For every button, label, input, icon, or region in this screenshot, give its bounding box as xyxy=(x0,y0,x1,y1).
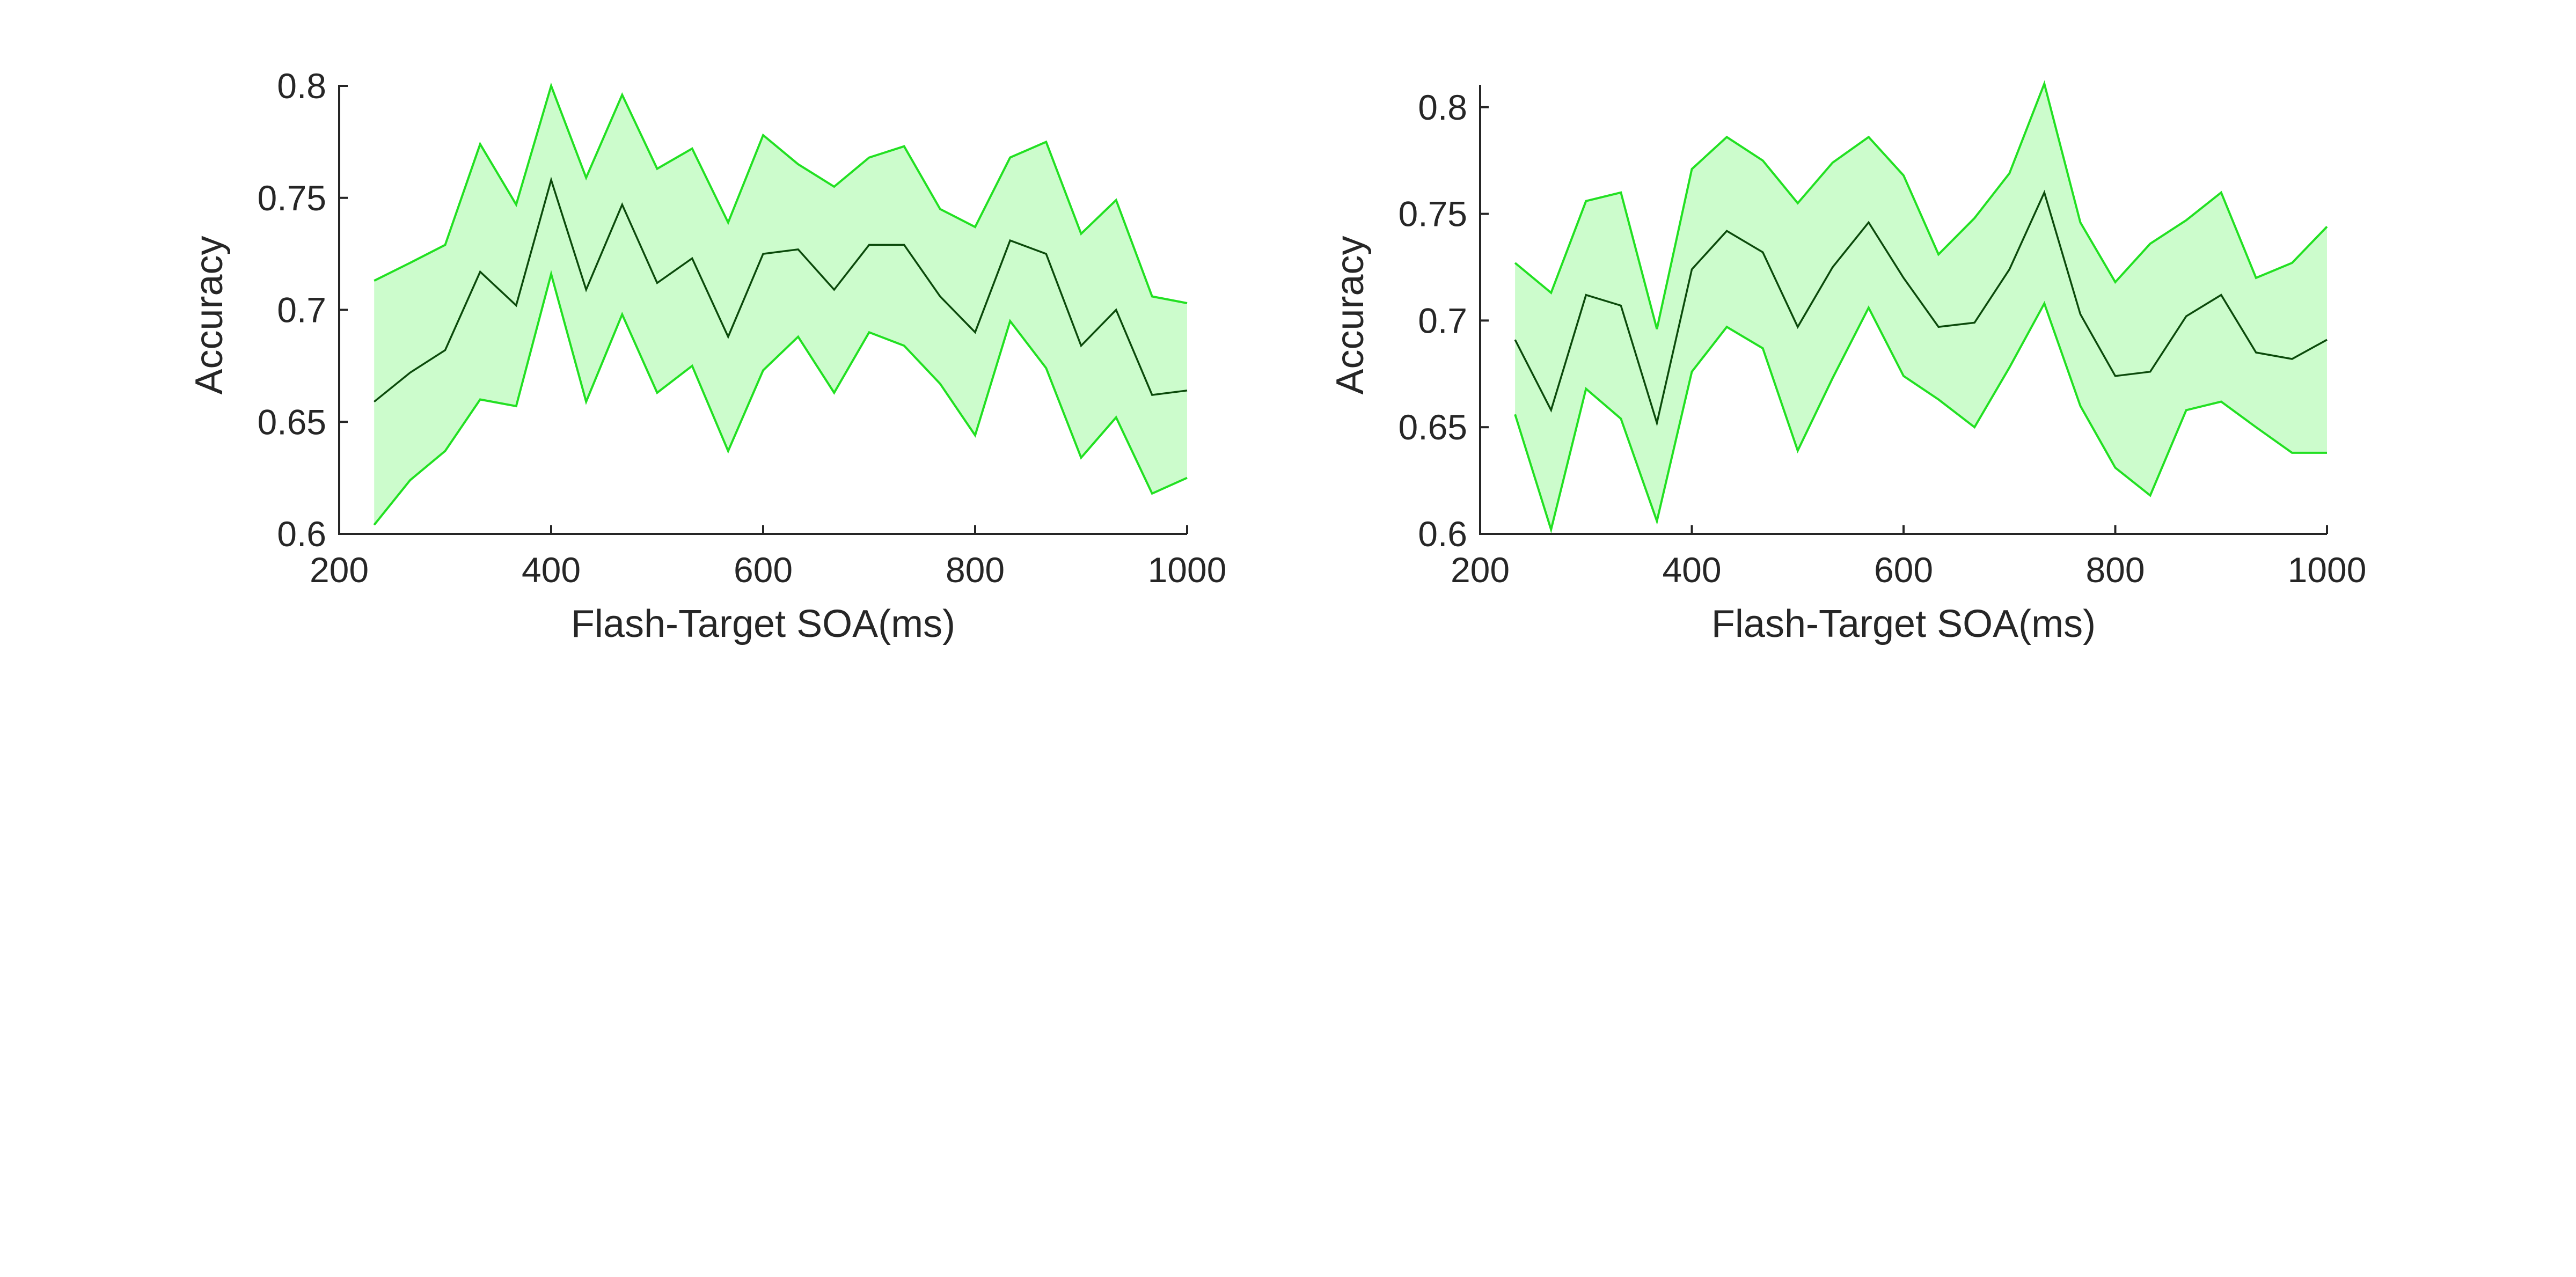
x-tick-label: 600 xyxy=(734,550,793,590)
x-tick-label: 200 xyxy=(1451,550,1510,590)
x-tick-label: 400 xyxy=(1662,550,1721,590)
y-tick-label: 0.65 xyxy=(1399,407,1467,447)
left-accuracy-chart: 200 400 600 800 1000 0.6 0.65 0.7 0.75 0.8 Flash-T… xyxy=(188,66,1226,645)
y-tick-label: 0.6 xyxy=(1418,514,1467,554)
right-accuracy-chart: 200 400 600 800 1000 0.6 0.65 0.7 0.75 0.8 Flash-T… xyxy=(1329,80,2367,645)
y-tick-label: 0.8 xyxy=(1418,87,1467,127)
x-tick-label: 600 xyxy=(1874,550,1933,590)
x-axis-label: Flash-Target SOA(ms) xyxy=(1711,603,2096,645)
x-axis-label: Flash-Target SOA(ms) xyxy=(571,603,955,645)
mean-accuracy-line xyxy=(1514,189,2328,427)
y-tick-label: 0.65 xyxy=(258,402,326,442)
x-tick-label: 400 xyxy=(522,550,581,590)
x-tick-label: 1000 xyxy=(1148,550,1227,590)
confidence-band xyxy=(1515,84,2327,530)
y-tick-label: 0.8 xyxy=(277,66,326,106)
lower-bound-line xyxy=(373,270,1188,526)
upper-bound-line xyxy=(374,82,1188,304)
y-tick-label: 0.7 xyxy=(277,290,326,330)
mean-accuracy-line xyxy=(374,177,1188,403)
y-tick-label: 0.75 xyxy=(258,178,326,218)
confidence-band xyxy=(374,86,1188,525)
x-tick-label: 800 xyxy=(946,550,1005,590)
y-tick-label: 0.75 xyxy=(1399,194,1467,234)
y-axis-label: Accuracy xyxy=(1329,236,1372,394)
upper-bound-line xyxy=(1514,80,2328,329)
y-axis-label: Accuracy xyxy=(188,236,231,394)
y-tick-label: 0.7 xyxy=(1418,300,1467,340)
lower-bound-line xyxy=(1514,300,2327,534)
x-tick-label: 200 xyxy=(310,550,369,590)
x-tick-label: 800 xyxy=(2085,550,2145,590)
y-tick-label: 0.6 xyxy=(277,514,326,554)
x-tick-label: 1000 xyxy=(2288,550,2367,590)
